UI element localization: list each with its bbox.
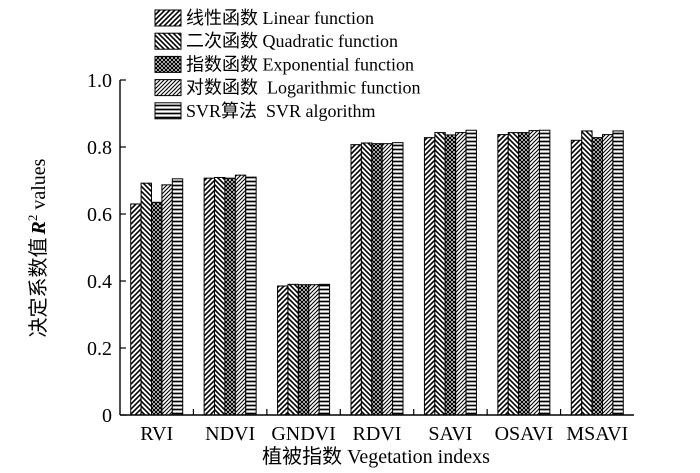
bar-rdvi-series-3 xyxy=(371,143,383,416)
bar-osavi-series-4 xyxy=(528,130,540,416)
bar-rvi-series-4 xyxy=(161,184,173,416)
bar-ndvi-series-4 xyxy=(234,174,247,416)
y-tick-label: 0.8 xyxy=(87,137,112,159)
legend-label-4: 对数函数 Logarithmic function xyxy=(186,78,420,98)
x-axis-ticks: RVI NDVI GNDVI RDVI SAVI OSAVI MSAVI xyxy=(140,409,628,445)
legend-label-3: 指数函数 Exponential function xyxy=(186,54,414,74)
bar-savi-series-1 xyxy=(423,137,436,416)
bar-rvi-series-3 xyxy=(151,201,163,416)
bar-gndvi-series-1 xyxy=(277,285,289,416)
legend-swatch-4 xyxy=(154,79,182,97)
bar-osavi-series-3 xyxy=(518,132,530,416)
bar-msavi-series-5 xyxy=(612,130,624,416)
bar-gndvi-series-2 xyxy=(287,283,299,416)
bar-osavi-series-5 xyxy=(538,129,551,416)
bar-gndvi-series-5 xyxy=(318,283,331,416)
y-tick-label: 0 xyxy=(102,405,112,427)
y-axis-ticks: 0 0.2 0.4 0.6 0.8 1.0 xyxy=(87,70,126,427)
bar-savi-series-4 xyxy=(455,132,467,416)
legend-swatch-3 xyxy=(154,55,182,73)
bar-rvi-series-1 xyxy=(130,203,142,416)
bar-ndvi-series-5 xyxy=(245,176,257,416)
x-tick-label-rdvi: RDVI xyxy=(353,423,402,445)
y-tick-label: 1.0 xyxy=(87,70,112,92)
x-tick-label-ndvi: NDVI xyxy=(205,423,255,445)
legend-swatch-1 xyxy=(154,9,182,27)
bar-gndvi-series-3 xyxy=(297,284,310,416)
x-tick-label-msavi: MSAVI xyxy=(566,423,628,445)
bar-savi-series-5 xyxy=(465,129,477,416)
bar-gndvi-series-4 xyxy=(308,284,320,416)
bar-osavi-series-2 xyxy=(507,132,520,416)
y-axis-title: 决定系数值 R2 values xyxy=(25,158,50,337)
bar-osavi-series-1 xyxy=(497,134,509,416)
y-axis-title-rest: values xyxy=(28,158,50,209)
y-axis-title-sup: 2 xyxy=(25,215,40,222)
bar-savi-series-2 xyxy=(434,132,446,416)
bar-ndvi-series-3 xyxy=(224,177,236,416)
legend-swatch-2 xyxy=(154,32,182,50)
bar-savi-series-3 xyxy=(444,134,457,416)
legend-label-5: SVR算法 SVR algorithm xyxy=(186,101,376,121)
bar-rdvi-series-1 xyxy=(350,144,362,416)
x-tick-label-rvi: RVI xyxy=(140,423,173,445)
x-axis-title: 植被指数 Vegetation indexs xyxy=(262,445,490,468)
legend-label-2: 二次函数 Quadratic function xyxy=(186,31,398,51)
y-tick-label: 0.6 xyxy=(87,204,112,226)
x-tick-label-osavi: OSAVI xyxy=(495,423,554,445)
y-axis-title-cn: 决定系数值 xyxy=(27,237,50,337)
bar-msavi-series-4 xyxy=(601,134,614,416)
y-tick-label: 0.4 xyxy=(87,271,112,293)
legend: 线性函数 Linear function 二次函数 Quadratic funct… xyxy=(154,8,420,121)
y-axis-title-r: R xyxy=(28,221,50,235)
bars-layer xyxy=(130,129,624,416)
bar-ndvi-series-1 xyxy=(203,177,216,416)
bar-rdvi-series-4 xyxy=(381,143,394,416)
bar-ndvi-series-2 xyxy=(214,176,226,416)
bar-rvi-series-2 xyxy=(140,182,153,416)
bar-rvi-series-5 xyxy=(171,178,184,416)
bar-rdvi-series-5 xyxy=(392,142,404,416)
bar-msavi-series-1 xyxy=(570,139,583,416)
bar-rdvi-series-2 xyxy=(360,142,373,416)
x-tick-label-savi: SAVI xyxy=(428,423,472,445)
legend-label-1: 线性函数 Linear function xyxy=(186,8,374,28)
bar-msavi-series-2 xyxy=(581,130,593,416)
bar-msavi-series-3 xyxy=(591,137,603,416)
legend-swatch-5 xyxy=(154,102,182,120)
y-tick-label: 0.2 xyxy=(87,338,112,360)
x-tick-label-gndvi: GNDVI xyxy=(271,423,335,445)
